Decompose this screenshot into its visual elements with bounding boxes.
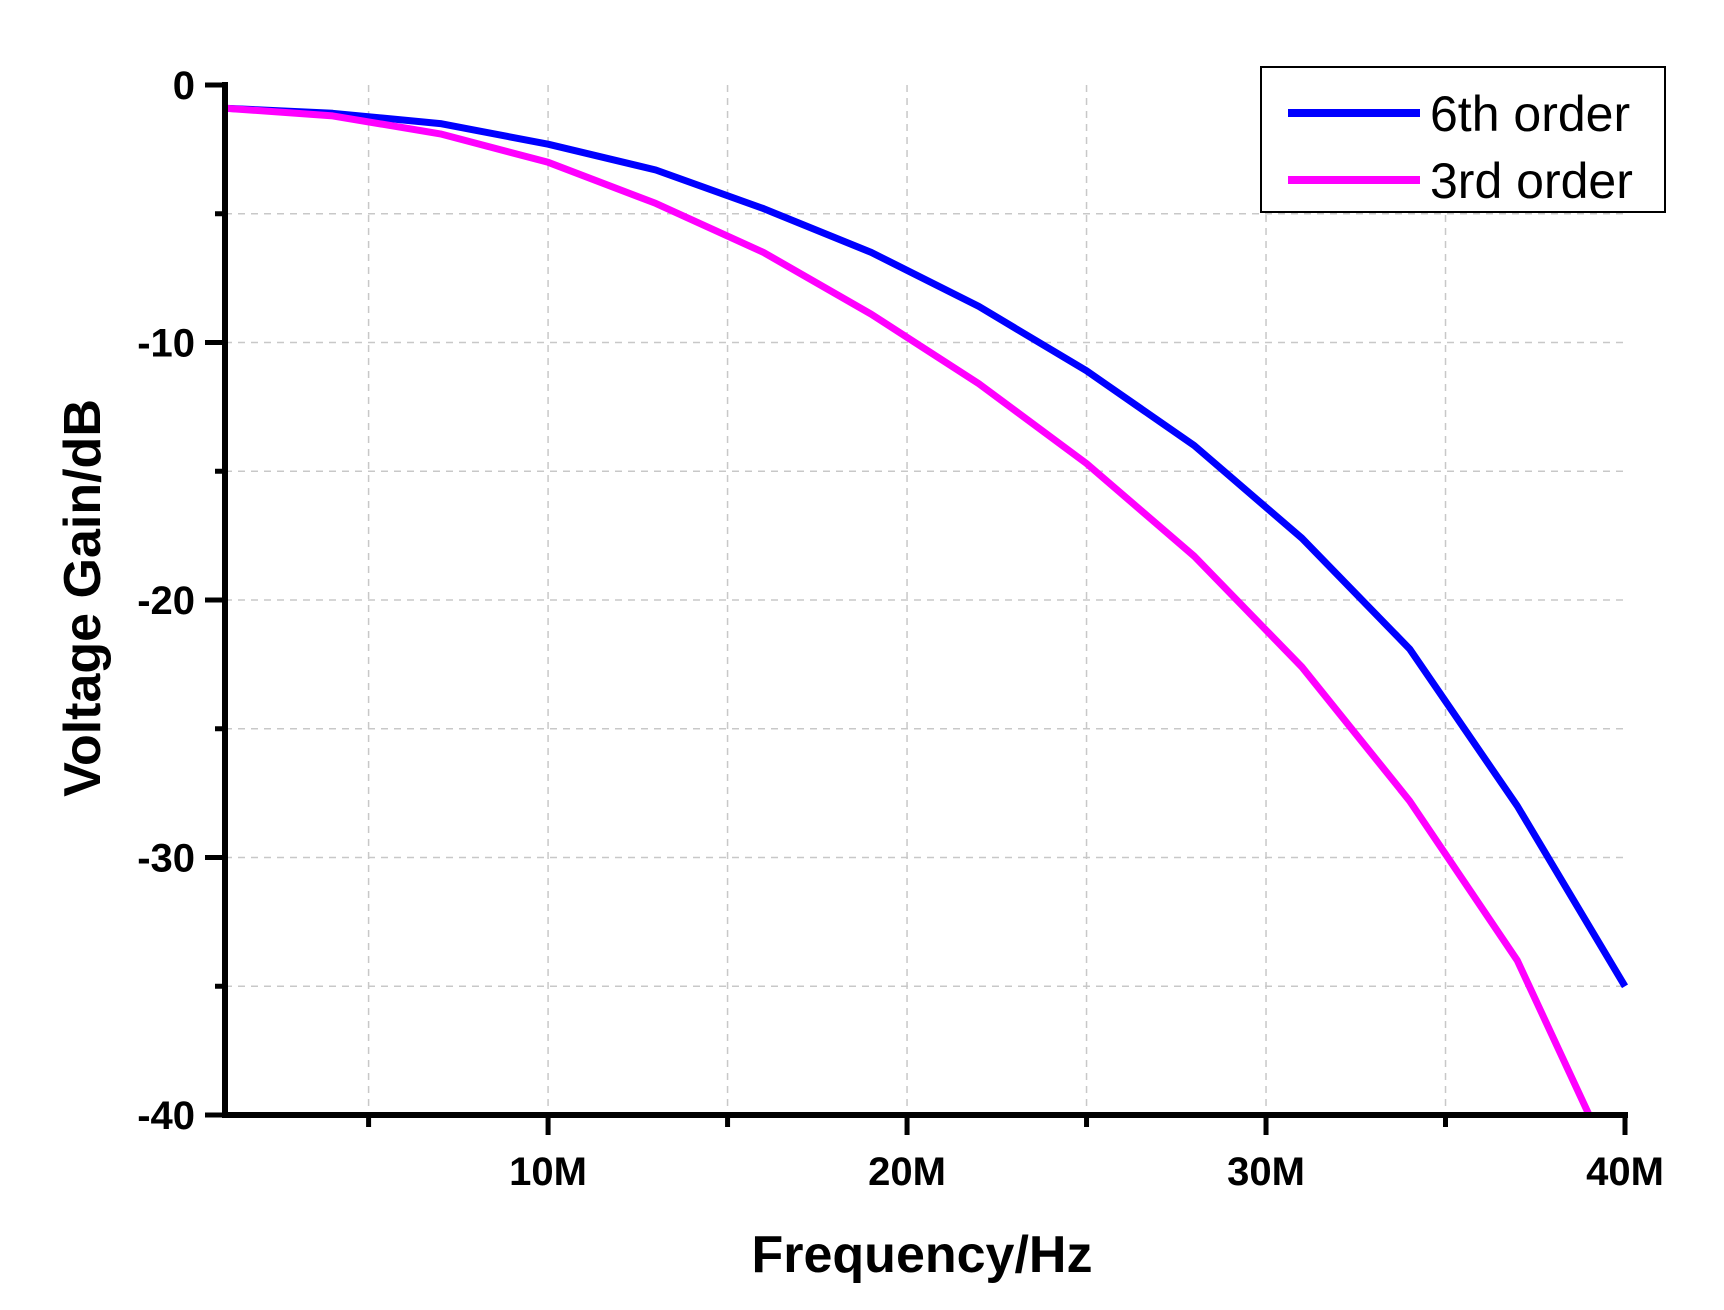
- series-layer: [224, 104, 1629, 1117]
- y-axis-title: Voltage Gain/dB: [54, 399, 112, 797]
- y-tick-label: -30: [137, 837, 195, 881]
- grid-layer: [225, 85, 1625, 1115]
- x-tick-label: 30M: [1227, 1150, 1305, 1194]
- tick-label-layer: 0 -10 -20 -30 -40 10M 20M 30M 40M: [137, 64, 1664, 1194]
- y-tick-label: 0: [173, 64, 195, 108]
- x-tick-label: 10M: [509, 1150, 587, 1194]
- y-tick-label: -40: [137, 1094, 195, 1138]
- axis-layer: [205, 82, 1628, 1135]
- x-axis-title: Frequency/Hz: [752, 1226, 1093, 1284]
- legend-label-6th-order: 6th order: [1430, 86, 1630, 142]
- x-tick-label: 20M: [868, 1150, 946, 1194]
- series-line-6th-order: [224, 104, 1629, 989]
- legend-box: [1260, 66, 1666, 213]
- x-tick-label: 40M: [1586, 1150, 1664, 1194]
- legend: 6th order 3rd order: [1260, 66, 1666, 213]
- y-tick-label: -10: [137, 322, 195, 366]
- series-line-3rd-order: [224, 104, 1593, 1117]
- legend-label-3rd-order: 3rd order: [1430, 153, 1633, 209]
- y-tick-label: -20: [137, 579, 195, 623]
